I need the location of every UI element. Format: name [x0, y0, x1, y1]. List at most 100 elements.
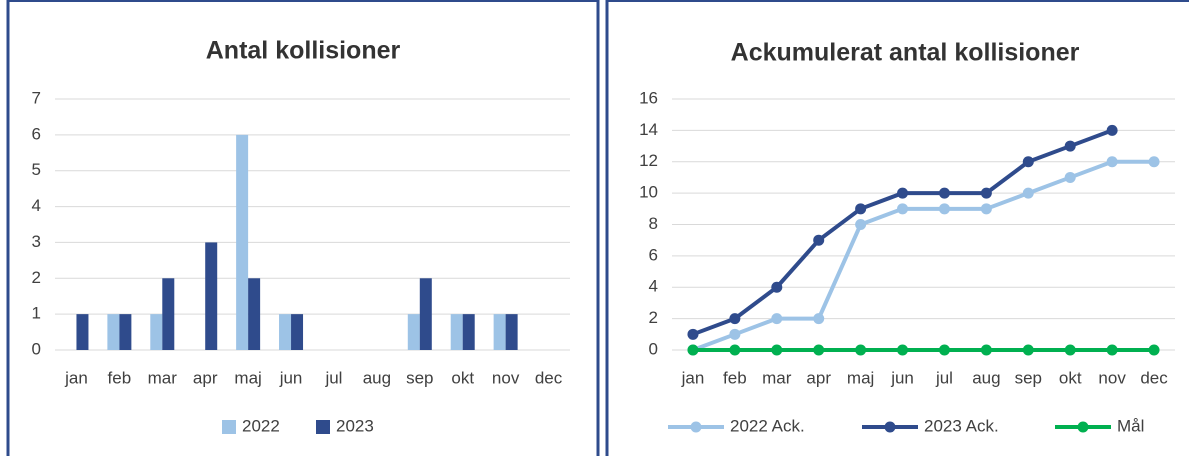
- marker: [729, 344, 741, 356]
- marker: [1022, 156, 1034, 168]
- x-tick-label: jan: [64, 368, 88, 387]
- y-tick-label: 6: [32, 124, 41, 143]
- marker: [687, 328, 699, 340]
- bar: [236, 134, 249, 350]
- bar: [291, 314, 304, 350]
- y-tick-label: 7: [32, 88, 41, 107]
- marker: [1022, 187, 1034, 199]
- marker: [771, 281, 783, 293]
- marker: [855, 344, 867, 356]
- marker: [771, 344, 783, 356]
- marker: [938, 344, 950, 356]
- legend-marker: [884, 421, 896, 433]
- y-tick-label: 16: [639, 88, 658, 107]
- marker: [1106, 344, 1118, 356]
- x-tick-label: sep: [1015, 368, 1042, 387]
- bar: [450, 314, 463, 350]
- bar: [407, 314, 420, 350]
- marker: [813, 313, 825, 325]
- line: [692, 159, 1155, 352]
- bar: [419, 278, 432, 350]
- y-tick-label: 8: [649, 214, 658, 233]
- legend-swatch: [316, 420, 330, 434]
- x-tick-label: nov: [492, 368, 520, 387]
- bar: [248, 278, 261, 350]
- legend-marker: [1077, 421, 1089, 433]
- marker: [1106, 156, 1118, 168]
- bar: [462, 314, 475, 350]
- x-tick-label: jan: [681, 368, 705, 387]
- legend-label: 2022 Ack.: [730, 416, 805, 435]
- y-tick-label: 1: [32, 304, 41, 323]
- marker: [1022, 344, 1034, 356]
- marker: [1064, 344, 1076, 356]
- chart-title: Antal kollisioner: [206, 37, 401, 65]
- marker: [938, 203, 950, 215]
- bar: [119, 314, 132, 350]
- x-tick-label: jun: [890, 368, 914, 387]
- marker: [1148, 344, 1160, 356]
- y-tick-label: 14: [639, 120, 658, 139]
- x-tick-label: apr: [193, 368, 218, 387]
- legend-label: 2022: [242, 416, 280, 435]
- marker: [729, 328, 741, 340]
- y-tick-label: 4: [32, 196, 41, 215]
- x-tick-label: maj: [234, 368, 261, 387]
- bar: [162, 278, 175, 350]
- bar: [76, 314, 89, 350]
- legend-label: Mål: [1117, 416, 1144, 435]
- y-tick-label: 5: [32, 160, 41, 179]
- marker: [897, 187, 909, 199]
- marker: [980, 187, 992, 199]
- chart-title: Ackumulerat antal kollisioner: [731, 39, 1080, 67]
- bar: [205, 242, 218, 350]
- x-tick-label: apr: [806, 368, 831, 387]
- x-tick-label: nov: [1098, 368, 1126, 387]
- legend-swatch: [222, 420, 236, 434]
- y-tick-label: 12: [639, 151, 658, 170]
- marker: [1064, 140, 1076, 152]
- y-tick-label: 3: [32, 232, 41, 251]
- legend-marker: [690, 421, 702, 433]
- bar: [107, 314, 120, 350]
- x-tick-label: feb: [108, 368, 132, 387]
- marker: [771, 313, 783, 325]
- x-tick-label: dec: [1140, 368, 1168, 387]
- x-tick-label: okt: [451, 368, 474, 387]
- x-tick-label: maj: [847, 368, 874, 387]
- y-tick-label: 0: [649, 339, 658, 358]
- legend-label: 2023: [336, 416, 374, 435]
- marker: [897, 344, 909, 356]
- marker: [687, 344, 699, 356]
- x-tick-label: dec: [535, 368, 563, 387]
- marker: [1064, 171, 1076, 183]
- x-tick-label: jul: [935, 368, 953, 387]
- y-tick-label: 10: [639, 183, 658, 202]
- bar: [493, 314, 506, 350]
- bar: [505, 314, 518, 350]
- bar: [150, 314, 163, 350]
- marker: [897, 203, 909, 215]
- y-tick-label: 6: [649, 245, 658, 264]
- y-tick-label: 2: [649, 308, 658, 327]
- bar: [279, 314, 292, 350]
- x-tick-label: aug: [972, 368, 1000, 387]
- x-tick-label: feb: [723, 368, 747, 387]
- y-tick-label: 2: [32, 268, 41, 287]
- marker: [980, 203, 992, 215]
- x-tick-label: mar: [762, 368, 792, 387]
- marker: [938, 187, 950, 199]
- marker: [855, 219, 867, 230]
- x-tick-label: sep: [406, 368, 433, 387]
- marker: [813, 234, 825, 246]
- marker: [1106, 124, 1118, 136]
- y-tick-label: 0: [32, 339, 41, 358]
- x-tick-label: mar: [148, 368, 178, 387]
- x-tick-label: jun: [279, 368, 303, 387]
- marker: [980, 344, 992, 356]
- marker: [855, 203, 867, 215]
- y-tick-label: 4: [649, 277, 658, 296]
- legend-label: 2023 Ack.: [924, 416, 999, 435]
